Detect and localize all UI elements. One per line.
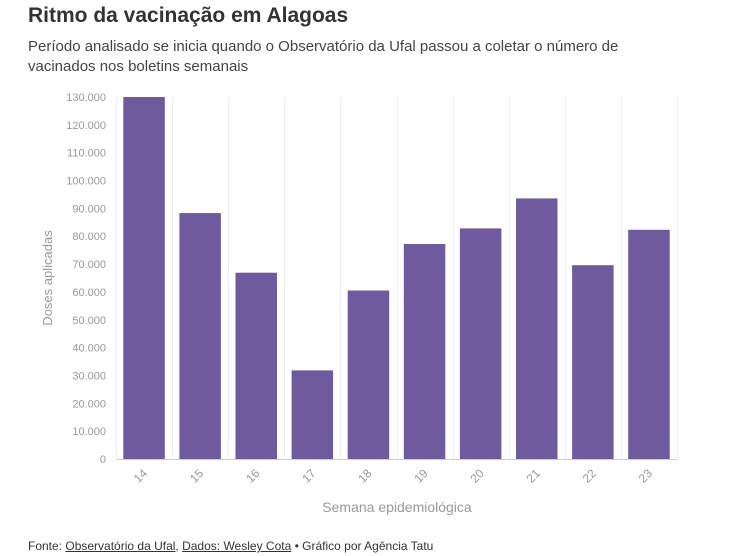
y-tick-label: 20.000: [72, 398, 106, 410]
x-tick-label: 21: [524, 466, 544, 486]
source-link-wesley-cota[interactable]: Dados: Wesley Cota: [182, 539, 292, 553]
y-tick-label: 110.000: [67, 148, 106, 160]
y-tick-label: 130.000: [66, 92, 106, 104]
footer-credit: • Gráfico por Agência Tatu: [291, 539, 434, 553]
y-tick-label: 30.000: [72, 370, 106, 382]
y-tick-label: 50.000: [72, 315, 106, 327]
y-tick-label: 60.000: [72, 287, 106, 299]
bar-week-15[interactable]: [179, 213, 221, 459]
x-tick-label: 20: [467, 466, 487, 486]
bar-week-16[interactable]: [235, 272, 278, 459]
bar-week-21[interactable]: [516, 198, 558, 459]
y-tick-label: 80.000: [72, 231, 106, 243]
bar-week-14[interactable]: [123, 97, 165, 459]
x-tick-label: 18: [355, 466, 375, 486]
y-tick-label: 40.000: [72, 343, 106, 355]
footer-source: Fonte: Observatório da Ufal, Dados: Wesl…: [28, 539, 433, 553]
bar-week-17[interactable]: [291, 370, 334, 459]
bar-week-19[interactable]: [403, 244, 446, 459]
y-tick-label: 10.000: [72, 426, 106, 438]
bar-week-20[interactable]: [459, 228, 502, 459]
x-tick-label: 22: [580, 466, 600, 486]
bar-week-22[interactable]: [572, 265, 614, 459]
x-axis-label: Semana epidemiológica: [322, 499, 472, 515]
x-tick-label: 19: [411, 466, 431, 486]
y-tick-label: 90.000: [72, 203, 106, 215]
y-tick-label: 120.000: [66, 120, 106, 132]
y-tick-label: 70.000: [72, 259, 106, 271]
footer-prefix: Fonte:: [28, 539, 66, 553]
source-link-observatorio[interactable]: Observatório da Ufal: [65, 539, 176, 553]
bars: [123, 97, 670, 460]
grid-lines: [116, 97, 678, 459]
x-tick-label: 14: [131, 466, 151, 486]
bar-week-23[interactable]: [628, 229, 670, 459]
chart-subtitle: Período analisado se inicia quando o Obs…: [28, 38, 619, 75]
y-axis-label: Doses aplicadas: [40, 230, 55, 326]
bar-week-18[interactable]: [347, 290, 390, 460]
x-tick-label: 17: [299, 466, 319, 486]
x-tick-label: 16: [243, 466, 263, 486]
y-tick-label: 0: [100, 454, 106, 466]
y-axis-ticks: 0 10.000 20.000 30.000 40.000 50.000 60.000 70.…: [66, 92, 106, 466]
x-tick-label: 15: [187, 466, 207, 486]
chart-title: Ritmo da vacinação em Alagoas: [28, 4, 349, 27]
x-axis-ticks: 14 15 16 17 18 19 20 21 22 23: [131, 466, 655, 486]
y-tick-label: 100.000: [66, 176, 106, 188]
bar-chart: 0 10.000 20.000 30.000 40.000 50.000 60.000 70.…: [40, 92, 678, 515]
x-tick-label: 23: [636, 466, 656, 486]
footer-separator: ,: [175, 539, 183, 553]
